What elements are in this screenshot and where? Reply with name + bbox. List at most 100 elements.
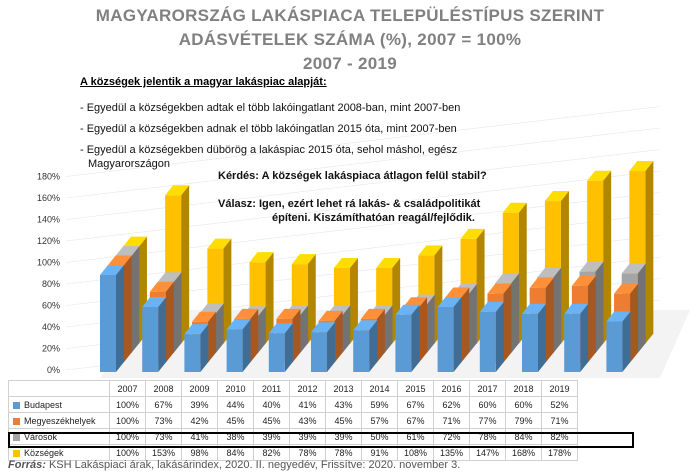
legend-swatch bbox=[13, 449, 20, 457]
bar-top-kozsegek bbox=[418, 245, 443, 256]
table-year-header: 2009 bbox=[181, 380, 218, 397]
bar-top-kozsegek bbox=[333, 257, 358, 268]
gridline bbox=[65, 213, 661, 285]
data-label: 100% bbox=[109, 444, 146, 461]
bar-side-kozsegek bbox=[223, 238, 232, 344]
bar-top-megyeszekhelyek bbox=[276, 308, 301, 319]
data-label: 84% bbox=[505, 428, 542, 445]
table-corner bbox=[8, 380, 110, 397]
data-label: 39% bbox=[253, 428, 290, 445]
table-year-header: 2012 bbox=[289, 380, 326, 397]
data-label: 50% bbox=[361, 428, 398, 445]
bar-side-kozsegek bbox=[645, 160, 654, 344]
bar-top-megyeszekhelyek bbox=[360, 308, 385, 319]
bar-top-varosok bbox=[495, 273, 520, 284]
bar-top-kozsegek bbox=[291, 254, 316, 265]
bar-side-varosok bbox=[637, 263, 646, 354]
data-label: 42% bbox=[181, 412, 218, 429]
bar-budapest bbox=[395, 314, 412, 372]
bar-top-megyeszekhelyek bbox=[445, 287, 470, 298]
bar-top-budapest bbox=[395, 304, 420, 315]
data-label: 45% bbox=[217, 412, 254, 429]
data-label: 71% bbox=[541, 412, 578, 429]
bar-top-kozsegek bbox=[502, 202, 527, 213]
data-label: 60% bbox=[505, 396, 542, 413]
data-label: 39% bbox=[181, 396, 218, 413]
legend-entry: Községek bbox=[8, 444, 110, 461]
bar-top-kozsegek bbox=[544, 191, 569, 202]
bar-side-megyeszekhelyek bbox=[250, 308, 259, 363]
bar-side-kozsegek bbox=[560, 191, 569, 344]
data-label: 77% bbox=[469, 412, 506, 429]
bar-top-varosok bbox=[199, 303, 224, 314]
bar-side-megyeszekhelyek bbox=[545, 277, 554, 363]
data-label: 41% bbox=[289, 396, 326, 413]
bar-top-megyeszekhelyek bbox=[614, 283, 639, 294]
chart-title-line3: 2007 - 2019 bbox=[302, 54, 398, 73]
bar-top-kozsegek bbox=[376, 257, 401, 268]
data-label: 38% bbox=[217, 428, 254, 445]
bar-side-varosok bbox=[215, 303, 224, 354]
chart-title-line1: MAGYARORSZÁG LAKÁSPIACA TELEPÜLÉSTÍPUS S… bbox=[95, 6, 605, 25]
table-year-header: 2016 bbox=[433, 380, 470, 397]
data-label: 60% bbox=[469, 396, 506, 413]
data-label: 39% bbox=[289, 428, 326, 445]
data-label: 40% bbox=[253, 396, 290, 413]
data-label: 168% bbox=[505, 444, 542, 461]
bar-budapest bbox=[437, 307, 454, 372]
bar-side-varosok bbox=[257, 306, 266, 354]
data-table: 2007 2008 2009 2010 2011 2012 2013 2014 2015 2016… bbox=[8, 380, 578, 461]
bar-top-kozsegek bbox=[122, 236, 147, 247]
data-label: 135% bbox=[433, 444, 470, 461]
bar-budapest bbox=[522, 313, 538, 372]
data-label: 67% bbox=[397, 412, 434, 429]
data-label: 78% bbox=[469, 428, 506, 445]
legend-swatch bbox=[13, 417, 20, 425]
bar-top-megyeszekhelyek bbox=[192, 311, 217, 322]
table-year-header: 2013 bbox=[325, 380, 362, 397]
note-bullet-1: - Egyedül a községekben adtak el több la… bbox=[80, 102, 461, 114]
chart-title-line2: ADÁSVÉTELEK SZÁMA (%), 2007 = 100% bbox=[178, 30, 522, 49]
bar-top-kozsegek bbox=[629, 160, 654, 171]
notes-heading: A községek jelentik a magyar lakáspiac a… bbox=[80, 76, 327, 88]
data-label: 62% bbox=[433, 396, 470, 413]
bar-top-varosok bbox=[537, 267, 562, 278]
data-label: 61% bbox=[397, 428, 434, 445]
table-row: Városok 100% 73% 41% 38% 39% 39% 39% 50% 61% 72% 78… bbox=[8, 428, 578, 445]
bar-top-kozsegek bbox=[165, 185, 190, 196]
legend-entry: Budapest bbox=[8, 396, 110, 413]
data-label: 78% bbox=[289, 444, 326, 461]
bar-top-varosok bbox=[157, 272, 182, 283]
bar-side-kozsegek bbox=[518, 202, 527, 344]
table-year-header: 2015 bbox=[397, 380, 434, 397]
table-year-header: 2007 bbox=[109, 380, 146, 397]
bar-side-budapest bbox=[116, 265, 124, 372]
bar-budapest bbox=[311, 332, 327, 372]
data-label: 72% bbox=[433, 428, 470, 445]
data-label: 39% bbox=[325, 428, 362, 445]
table-year-header: 2011 bbox=[253, 380, 290, 397]
answer-text-1: Válasz: Igen, ezért lehet rá lakás- & cs… bbox=[218, 198, 481, 210]
bar-side-budapest bbox=[284, 323, 293, 372]
data-label: 82% bbox=[541, 428, 578, 445]
data-label: 73% bbox=[145, 428, 182, 445]
data-label: 73% bbox=[145, 412, 182, 429]
bar-side-varosok bbox=[300, 305, 309, 354]
bar-top-budapest bbox=[184, 324, 209, 335]
table-row: Községek 100% 153% 98% 84% 82% 78% 78% 91% 108% 13… bbox=[8, 444, 578, 461]
bar-top-megyeszekhelyek bbox=[487, 283, 512, 294]
data-label: 59% bbox=[361, 396, 398, 413]
table-row: Budapest 100% 67% 39% 44% 40% 41% 43% 59% 67% 62% 6… bbox=[8, 396, 578, 413]
data-label: 57% bbox=[361, 412, 398, 429]
bar-top-budapest bbox=[437, 297, 462, 308]
bar-top-budapest bbox=[564, 303, 589, 314]
gridline bbox=[65, 149, 661, 220]
table-year-header: 2014 bbox=[361, 380, 398, 397]
bar-side-varosok bbox=[553, 267, 562, 354]
data-label: 43% bbox=[289, 412, 326, 429]
note-bullet-3a: - Egyedül a községekben dübörög a lakásp… bbox=[80, 144, 458, 156]
bar-top-budapest bbox=[226, 319, 251, 330]
y-tick-label: 140% bbox=[37, 215, 60, 225]
bar-side-megyeszekhelyek bbox=[503, 283, 512, 363]
data-label: 147% bbox=[469, 444, 506, 461]
